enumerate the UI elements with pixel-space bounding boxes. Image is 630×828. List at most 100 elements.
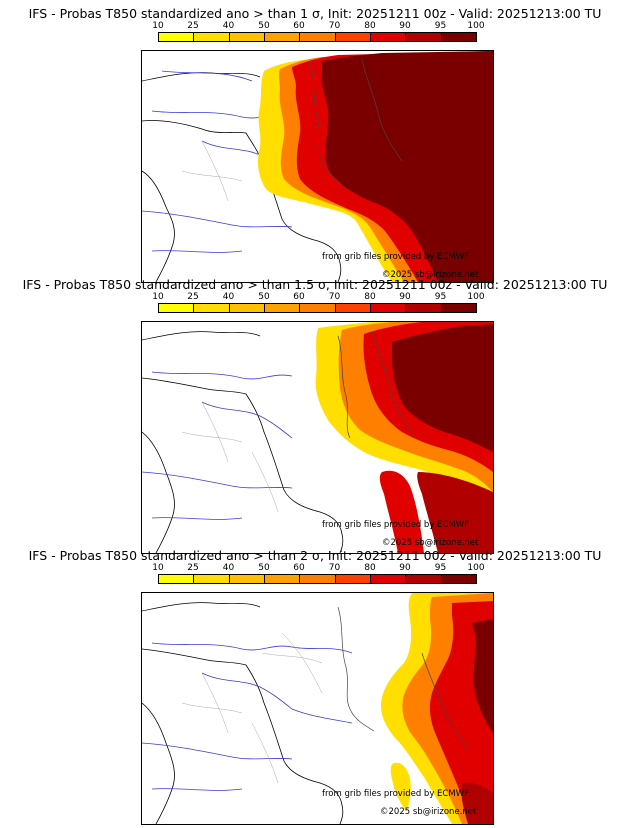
colorbar-swatch: [264, 304, 301, 312]
panel-title: IFS - Probas T850 standardized ano > tha…: [28, 548, 602, 563]
map-panel-3: IFS - Probas T850 standardized ano > tha…: [0, 548, 630, 825]
credit-source: from grib files provided by ECMWF: [322, 789, 469, 799]
river: [151, 788, 243, 791]
coastline: [142, 331, 261, 341]
colorbar-tick-label: 60: [293, 292, 305, 302]
colorbar-swatch: [159, 575, 195, 583]
river: [151, 517, 243, 520]
probability-area-darkred: [321, 51, 493, 282]
colorbar-swatch: [159, 304, 195, 312]
probability-map: from grib files provided by ECMWF ©2025 …: [141, 50, 494, 283]
colorbar: [158, 574, 477, 584]
probability-area-south: [417, 472, 493, 553]
country-border: [361, 58, 403, 162]
colorbar-tick-label: 25: [187, 21, 199, 31]
colorbar-tick-label: 25: [187, 292, 199, 302]
colorbar-labels: 10 25 40 50 60 70 80 90 95 100: [152, 21, 484, 32]
colorbar-tick-label: 80: [364, 292, 376, 302]
colorbar-labels: 10 25 40 50 60 70 80 90 95 100: [152, 563, 484, 574]
colorbar-tick-label: 10: [152, 563, 164, 573]
colorbar-tick-label: 95: [434, 563, 447, 573]
colorbar-tick-label: 10: [152, 292, 164, 302]
colorbar-tick-label: 40: [222, 292, 235, 302]
colorbar-tick-label: 70: [328, 563, 341, 573]
probability-area-darkred: [472, 619, 493, 733]
river: [161, 70, 253, 82]
colorbar-tick-label: 70: [328, 292, 341, 302]
colorbar-swatch: [441, 304, 476, 312]
colorbar-tick-label: 90: [399, 21, 411, 31]
credit-source: from grib files provided by ECMWF: [322, 520, 469, 530]
colorbar-tick-label: 100: [467, 21, 485, 31]
country-border: [337, 335, 351, 439]
probability-area-corsica: [379, 470, 424, 553]
colorbar-swatch: [406, 33, 442, 41]
colorbar-labels: 10 25 40 50 60 70 80 90 95 100: [152, 292, 484, 303]
map-graphic: [142, 322, 493, 553]
colorbar-swatch: [229, 304, 265, 312]
credit-source: from grib files provided by ECMWF: [322, 252, 469, 262]
colorbar-tick-label: 60: [293, 563, 305, 573]
river: [201, 672, 353, 724]
colorbar: [158, 32, 477, 42]
map-graphic: [142, 51, 493, 282]
colorbar-swatch: [264, 575, 301, 583]
probability-area-darkred: [461, 782, 493, 824]
country-border: [337, 606, 375, 732]
coastline: [142, 602, 261, 612]
colorbar-swatch: [335, 304, 371, 312]
colorbar-tick-label: 40: [222, 563, 235, 573]
colorbar-tick-label: 90: [399, 292, 411, 302]
river: [151, 371, 293, 380]
probability-area-corsica: [390, 762, 411, 811]
map-panel-1: IFS - Probas T850 standardized ano > tha…: [0, 6, 630, 283]
coastline: [142, 648, 344, 824]
colorbar-swatch: [335, 575, 371, 583]
country-border: [371, 331, 415, 437]
colorbar-tick-label: 40: [222, 21, 235, 31]
coastline: [142, 377, 344, 553]
panel-title: IFS - Probas T850 standardized ano > tha…: [22, 277, 608, 292]
panel-title: IFS - Probas T850 standardized ano > tha…: [28, 6, 602, 21]
colorbar-swatch: [300, 304, 336, 312]
colorbar-swatch: [229, 33, 265, 41]
colorbar-tick-label: 80: [364, 21, 376, 31]
probability-map: from grib files provided by ECMWF ©2025 …: [141, 592, 494, 825]
colorbar-swatch: [335, 33, 371, 41]
colorbar-swatch: [229, 575, 265, 583]
colorbar-swatch: [194, 33, 230, 41]
region-border: [181, 140, 243, 202]
colorbar-swatch: [370, 33, 407, 41]
colorbar-tick-label: 60: [293, 21, 305, 31]
colorbar-tick-label: 95: [434, 292, 447, 302]
map-panel-2: IFS - Probas T850 standardized ano > tha…: [0, 277, 630, 554]
colorbar-tick-label: 70: [328, 21, 341, 31]
map-graphic: [142, 593, 493, 824]
colorbar-swatch: [300, 33, 336, 41]
colorbar-swatch: [194, 575, 230, 583]
coastline: [142, 431, 175, 553]
river: [142, 210, 293, 228]
country-border: [309, 60, 349, 192]
credit-copyright: ©2025 sb@irizone.net: [382, 538, 479, 548]
colorbar-swatch: [159, 33, 195, 41]
probability-map: from grib files provided by ECMWF ©2025 …: [141, 321, 494, 554]
river: [142, 471, 293, 489]
colorbar-tick-label: 10: [152, 21, 164, 31]
colorbar-swatch: [370, 304, 407, 312]
colorbar-swatch: [300, 575, 336, 583]
colorbar-tick-label: 80: [364, 563, 376, 573]
region-border: [181, 401, 279, 513]
colorbar-tick-label: 50: [258, 21, 270, 31]
river: [201, 401, 293, 439]
credit-copyright: ©2025 sb@irizone.net: [380, 807, 477, 817]
colorbar-tick-label: 25: [187, 563, 199, 573]
colorbar-swatch: [441, 575, 476, 583]
colorbar: [158, 303, 477, 313]
colorbar-tick-label: 50: [258, 292, 270, 302]
colorbar-swatch: [406, 304, 442, 312]
colorbar-tick-label: 95: [434, 21, 447, 31]
coastline: [142, 702, 175, 824]
colorbar-tick-label: 100: [467, 563, 485, 573]
colorbar-tick-label: 50: [258, 563, 270, 573]
